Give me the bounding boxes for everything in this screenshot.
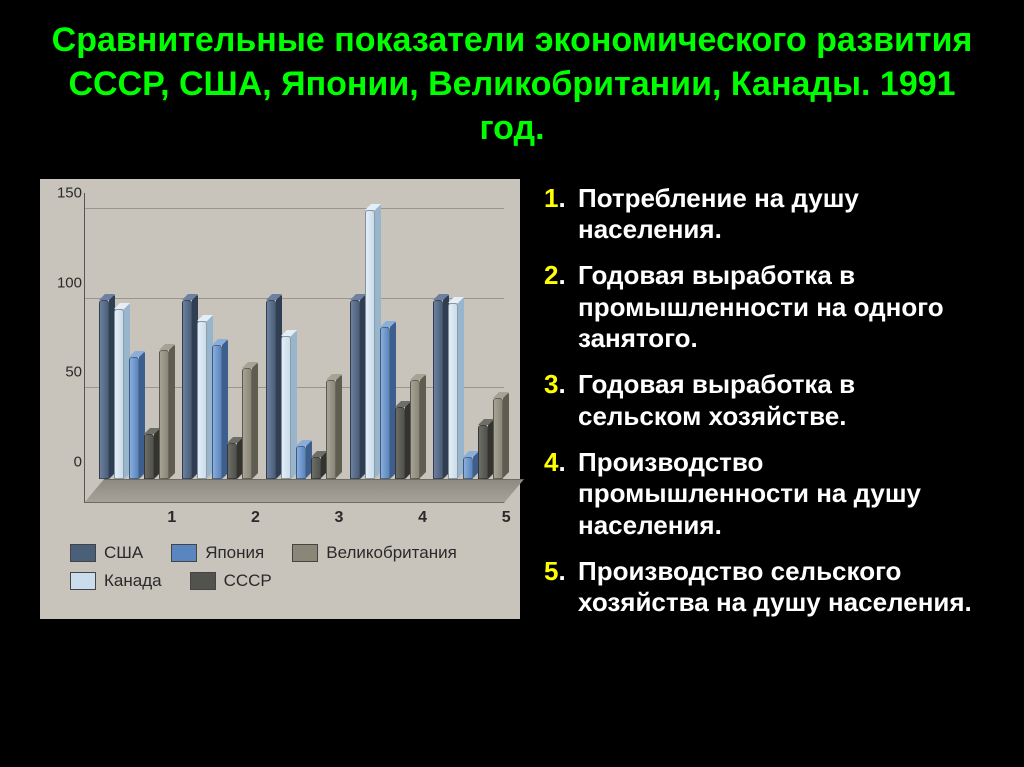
bar-ussr: [395, 407, 405, 479]
bar-canada: [281, 336, 291, 479]
bar-ussr: [144, 434, 154, 479]
bar-ussr: [311, 457, 321, 478]
page-title: Сравнительные показатели экономического …: [40, 18, 984, 151]
legend-label: СССР: [224, 571, 272, 591]
list-item-text: Потребление на душу населения.: [578, 183, 984, 246]
x-tick-label: 2: [251, 509, 260, 527]
legend-label: США: [104, 543, 143, 563]
bar-usa: [433, 300, 443, 479]
x-tick-label: 3: [335, 509, 344, 527]
x-axis: 12345: [118, 509, 498, 529]
legend-item-canada: Канада: [70, 571, 162, 591]
chart-plot: 050100150 12345: [84, 193, 504, 503]
y-tick-label: 150: [57, 185, 82, 202]
legend-swatch: [190, 572, 216, 590]
bar-japan: [296, 446, 306, 478]
legend-item-ussr: СССР: [190, 571, 272, 591]
list-item: 3. Годовая выработка в сельском хозяйств…: [544, 369, 984, 432]
legend-swatch: [70, 544, 96, 562]
bar-japan: [463, 457, 473, 478]
legend-label: Япония: [205, 543, 264, 563]
legend-swatch: [292, 544, 318, 562]
bar-group: [99, 193, 177, 479]
x-tick-label: 5: [502, 509, 511, 527]
bar-japan: [129, 357, 139, 479]
bar-japan: [380, 327, 390, 479]
list-item: 1. Потребление на душу населения.: [544, 183, 984, 246]
y-axis: 050100150: [50, 193, 84, 503]
list-item-number: 3.: [544, 369, 578, 432]
bar-uk: [326, 380, 336, 478]
legend-label: Великобритания: [326, 543, 457, 563]
list-item-text: Годовая выработка в сельском хозяйстве.: [578, 369, 984, 432]
bar-usa: [266, 300, 276, 479]
indicator-list: 1. Потребление на душу населения.2. Годо…: [544, 179, 984, 634]
bar-uk: [242, 368, 252, 479]
list-item-number: 2.: [544, 260, 578, 355]
bar-ussr: [227, 443, 237, 479]
list-item-number: 4.: [544, 447, 578, 542]
legend-label: Канада: [104, 571, 162, 591]
list-item-text: Производство сельского хозяйства на душу…: [578, 556, 984, 619]
bar-uk: [159, 350, 169, 479]
bar-japan: [212, 345, 222, 479]
list-item-text: Производство промышленности на душу насе…: [578, 447, 984, 542]
legend-swatch: [171, 544, 197, 562]
content-row: 050100150 12345 СШАЯпонияВеликобританияК…: [40, 179, 984, 634]
y-tick-label: 50: [65, 364, 82, 381]
bar-canada: [448, 303, 458, 478]
chart-legend: США Япония Великобритания Канада СССР: [70, 543, 510, 591]
list-item-text: Годовая выработка в промышленности на од…: [578, 260, 984, 355]
chart-bars: [84, 193, 504, 479]
chart-floor: [84, 479, 524, 503]
list-item: 4. Производство промышленности на душу н…: [544, 447, 984, 542]
legend-item-japan: Япония: [171, 543, 264, 563]
bar-canada: [365, 210, 375, 478]
bar-uk: [493, 398, 503, 478]
bar-usa: [182, 300, 192, 479]
list-item-number: 5.: [544, 556, 578, 619]
bar-group: [182, 193, 260, 479]
bar-usa: [99, 300, 109, 479]
y-tick-label: 100: [57, 274, 82, 291]
bar-group: [266, 193, 344, 479]
list-item: 5. Производство сельского хозяйства на д…: [544, 556, 984, 619]
y-tick-label: 0: [74, 453, 82, 470]
legend-swatch: [70, 572, 96, 590]
bar-group: [350, 193, 428, 479]
list-item: 2. Годовая выработка в промышленности на…: [544, 260, 984, 355]
bar-usa: [350, 300, 360, 479]
legend-item-uk: Великобритания: [292, 543, 457, 563]
bar-canada: [197, 321, 207, 478]
x-tick-label: 1: [167, 509, 176, 527]
bar-ussr: [478, 425, 488, 479]
bar-uk: [410, 380, 420, 478]
list-item-number: 1.: [544, 183, 578, 246]
bar-canada: [114, 309, 124, 479]
chart-panel: 050100150 12345 СШАЯпонияВеликобританияК…: [40, 179, 520, 619]
legend-item-usa: США: [70, 543, 143, 563]
bar-group: [433, 193, 511, 479]
x-tick-label: 4: [418, 509, 427, 527]
